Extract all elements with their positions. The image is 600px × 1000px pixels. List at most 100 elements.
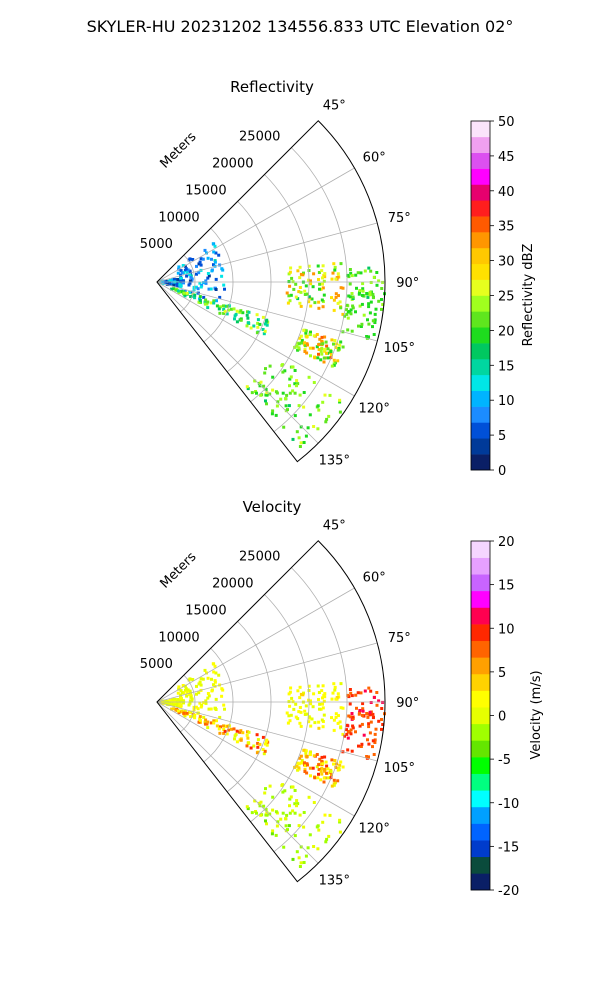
velocity-echo-gate: [311, 766, 315, 770]
reflectivity-echo-gate: [263, 371, 267, 375]
reflectivity-colorbar: 0 5 10 15 20 25 30 35 40 45 50: [470, 115, 515, 479]
reflectivity-echo-gate: [369, 300, 373, 304]
velocity-echo-gate: [300, 761, 303, 765]
velocity-echo-gate: [225, 732, 229, 736]
velocity-echo-gate: [264, 787, 267, 791]
reflectivity-echo-gate: [312, 272, 316, 276]
velocity-echo-gate: [298, 865, 302, 868]
velocity-echo-gate: [320, 755, 324, 759]
reflectivity-echo-gate: [373, 321, 377, 324]
velocity-echo-gate: [312, 692, 316, 696]
velocity-echo-gate: [320, 689, 324, 693]
reflectivity-echo-gate: [288, 391, 292, 395]
reflectivity-echo-gate: [333, 268, 337, 272]
reflectivity-echo-gate: [365, 292, 369, 295]
velocity-echo-region-3: [285, 682, 345, 736]
velocity-echo-gate: [295, 850, 299, 854]
velocity-echo-gate: [298, 756, 302, 760]
velocity-echo-gate: [218, 715, 222, 719]
velocity-echo-gate: [172, 707, 176, 711]
velocity-colorbar-segment: [471, 640, 490, 658]
velocity-echo-gate: [332, 778, 336, 782]
reflectivity-echo-gate: [328, 393, 332, 397]
reflectivity-echo-gate: [182, 291, 186, 295]
reflectivity-echo-gate: [321, 282, 324, 286]
reflectivity-echo-gate: [211, 242, 215, 246]
velocity-echo-gate: [261, 748, 265, 751]
velocity-echo-gate: [201, 677, 205, 681]
reflectivity-echo-gate: [271, 388, 275, 392]
velocity-echo-gate: [298, 696, 302, 700]
reflectivity-echo-gate: [301, 273, 305, 277]
velocity-echo-gate: [323, 813, 327, 817]
velocity-echo-gate: [222, 731, 226, 735]
velocity-echo-gate: [350, 712, 354, 715]
velocity-echo-gate: [291, 809, 295, 813]
reflectivity-echo-gate: [206, 276, 210, 280]
velocity-echo-gate: [183, 684, 187, 688]
reflectivity-echo-gate: [207, 274, 211, 278]
reflectivity-echo-gate: [265, 318, 269, 322]
reflectivity-echo-gate: [238, 310, 242, 314]
reflectivity-echo-gate: [321, 286, 325, 290]
reflectivity-echo-gate: [307, 269, 311, 272]
reflectivity-echo-gate: [199, 263, 203, 267]
reflectivity-echo-gate: [316, 404, 320, 408]
reflectivity-echo-gate: [357, 324, 360, 328]
reflectivity-echo-gate: [225, 312, 229, 316]
reflectivity-range-ring: [180, 254, 196, 313]
reflectivity-echo-gate: [209, 301, 213, 305]
velocity-echo-gate: [179, 696, 183, 700]
reflectivity-echo-gate: [179, 284, 183, 288]
velocity-echo-gate: [366, 715, 370, 719]
reflectivity-echo-gate: [332, 298, 336, 302]
velocity-echo-gate: [293, 802, 297, 806]
velocity-echo-gate: [195, 692, 198, 696]
velocity-colorbar-segment: [471, 823, 490, 841]
velocity-echo-gate: [220, 694, 224, 698]
reflectivity-echo-region-3: [285, 262, 345, 316]
velocity-echo-gate: [195, 684, 198, 688]
velocity-colorbar-tick-label: -5: [498, 753, 511, 768]
reflectivity-echo-gate: [212, 299, 216, 303]
velocity-echo-gate: [359, 691, 363, 695]
reflectivity-echo-gate: [181, 264, 185, 267]
velocity-echo-gate: [280, 783, 284, 787]
reflectivity-echo-gate: [256, 325, 260, 329]
velocity-echo-gate: [369, 701, 373, 704]
velocity-echo-region-4: [341, 686, 386, 760]
reflectivity-echo-gate: [323, 335, 327, 339]
reflectivity-echo-gate: [351, 295, 355, 299]
reflectivity-echo-gate: [307, 264, 311, 268]
velocity-echo-gate: [291, 785, 294, 789]
velocity-echo-gate: [207, 694, 211, 698]
velocity-echo-gate: [213, 664, 217, 668]
reflectivity-echo-gate: [320, 335, 324, 339]
velocity-echo-gate: [217, 727, 221, 731]
velocity-echo-gate: [191, 678, 195, 681]
velocity-echo-gate: [332, 718, 336, 722]
reflectivity-echo-gate: [288, 299, 292, 303]
velocity-echo-gate: [173, 697, 176, 701]
velocity-echo-gate: [184, 687, 188, 690]
velocity-echo-gate: [330, 784, 334, 788]
reflectivity-echo-gate: [300, 341, 303, 345]
velocity-echo-gate: [337, 767, 341, 770]
reflectivity-echo-gate: [322, 360, 326, 364]
velocity-echo-gate: [203, 668, 207, 672]
reflectivity-echo-gate: [303, 348, 307, 352]
reflectivity-echo-gate: [283, 369, 287, 373]
reflectivity-echo-gate: [304, 329, 308, 333]
velocity-echo-gate: [225, 724, 229, 728]
velocity-colorbar-tick-label: 15: [498, 579, 515, 594]
velocity-echo-gate: [309, 702, 313, 706]
velocity-echo-gate: [361, 702, 365, 706]
reflectivity-echo-gate: [213, 244, 217, 248]
reflectivity-echo-gate: [297, 290, 301, 294]
reflectivity-echo-gate: [253, 379, 257, 383]
reflectivity-echo-gate: [218, 311, 222, 315]
reflectivity-range-ring: [250, 174, 310, 403]
velocity-echo-gate: [351, 724, 355, 728]
reflectivity-echo-gate: [311, 285, 315, 289]
velocity-echo-gate: [264, 808, 268, 811]
